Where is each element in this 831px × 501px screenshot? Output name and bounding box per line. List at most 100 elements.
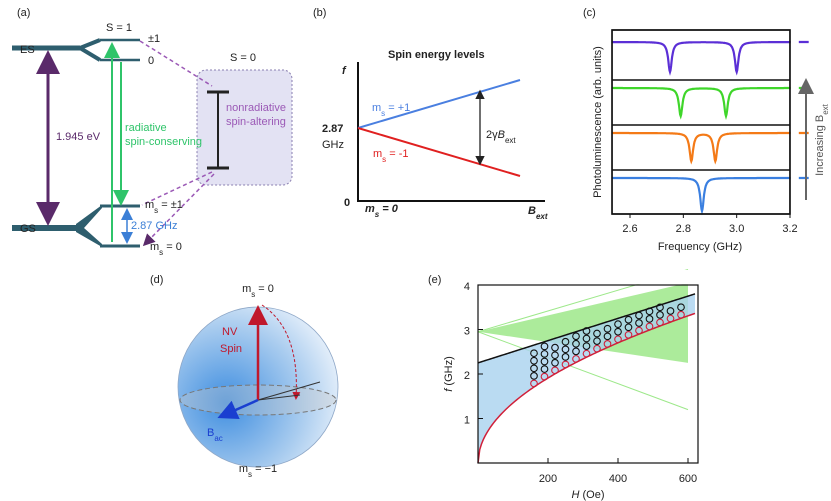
x-axis-label: Frequency (GHz) — [658, 241, 742, 253]
measured-point — [624, 331, 633, 339]
text-part: m — [373, 148, 382, 160]
measured-point — [635, 311, 643, 320]
y-axis-label: Photoluminescence (arb. units) — [592, 46, 604, 198]
field-vector — [217, 398, 259, 420]
y-tick-label: 3 — [464, 326, 470, 338]
text-part: = ±1 — [158, 199, 183, 211]
measured-point — [530, 349, 538, 358]
measured-point — [593, 344, 601, 353]
field-label: Bac — [207, 427, 223, 443]
increase-label: Increasing Bext — [814, 103, 830, 176]
singlet-box — [196, 69, 293, 186]
nonrad-label: spin-altering — [226, 116, 286, 128]
measured-point — [582, 327, 591, 335]
text-part: s — [375, 210, 380, 219]
text-part: GS — [20, 223, 36, 235]
text-part: 1 — [464, 415, 470, 427]
measured-point — [530, 372, 538, 380]
band-edge — [477, 331, 689, 411]
text-part: 3.0 — [729, 223, 744, 235]
edge-mask — [603, 28, 612, 218]
split-label: 2γBext — [486, 129, 516, 145]
text-part: = 0 — [163, 241, 182, 253]
gap-label: 2.87 GHz — [131, 220, 177, 232]
origin-label: 0 — [344, 197, 350, 209]
edge-mask — [790, 28, 799, 218]
measured-point — [582, 349, 591, 358]
measured-point — [666, 307, 675, 315]
text-part: B — [528, 205, 536, 217]
text-part: Increasing B — [814, 115, 826, 176]
spin-label: Spin — [220, 343, 242, 355]
plot-frame — [611, 29, 791, 215]
text-part: s — [382, 155, 386, 164]
text-part: 2.8 — [676, 223, 691, 235]
text-part: 1.945 eV — [56, 131, 101, 143]
text-part: ac — [214, 434, 222, 443]
plot-frame — [611, 29, 791, 215]
text-part: m — [150, 241, 159, 253]
origin-level: ms = 0 — [365, 203, 399, 219]
text-part: s — [251, 290, 255, 299]
measured-point — [677, 310, 685, 319]
text-part: 600 — [679, 473, 697, 485]
x-tick-label: 2.6 — [622, 223, 637, 235]
nonrad-path — [139, 40, 213, 87]
text-part: Spin — [220, 343, 242, 355]
text-part: = −1 — [252, 463, 277, 475]
text-part: ±1 — [148, 33, 160, 45]
radiative-label: radiative — [125, 122, 167, 134]
pole-label: ms = −1 — [239, 463, 277, 479]
measured-point — [561, 337, 570, 346]
text-part: spin-conserving — [125, 136, 202, 148]
measured-point — [603, 340, 612, 348]
measured-point — [645, 307, 654, 316]
level-label: ±1 — [148, 33, 160, 45]
measured-point — [603, 324, 612, 333]
zero-field-label: 2.87 — [322, 123, 343, 135]
axis-line — [257, 381, 321, 401]
pole-label: ms = 0 — [242, 283, 274, 299]
spectrum — [611, 86, 809, 120]
measured-point — [677, 303, 685, 312]
text-part: (a) — [17, 7, 30, 19]
text-part: NV — [222, 326, 238, 338]
measured-point — [540, 372, 549, 381]
measured-point — [530, 364, 538, 373]
text-part: H — [571, 489, 579, 501]
y-tick-label: 2 — [464, 370, 470, 382]
text-part: m — [145, 199, 154, 211]
level-label: ms = ±1 — [145, 199, 183, 215]
text-part: ES — [20, 44, 35, 56]
level-minus — [357, 127, 521, 177]
x-axis-label: H (Oe) — [571, 489, 604, 501]
band-region — [478, 282, 688, 363]
text-part: B — [207, 427, 214, 439]
measured-point — [614, 327, 622, 336]
text-part: Photoluminescence (arb. units) — [592, 46, 604, 198]
measured-point — [603, 332, 612, 341]
text-part: 2.87 GHz — [131, 220, 177, 232]
text-part: s — [154, 206, 158, 215]
text-part: (GHz) — [443, 356, 455, 388]
text-part: radiative — [125, 122, 167, 134]
text-part: 400 — [609, 473, 627, 485]
text-part: B — [498, 129, 505, 141]
precession-arc — [261, 304, 301, 400]
level-label: ms = +1 — [372, 102, 410, 118]
text-part: (e) — [428, 274, 441, 286]
measured-point — [666, 314, 675, 323]
panel-label: (d) — [150, 274, 163, 286]
panel-label: (e) — [428, 274, 441, 286]
text-part: GHz — [322, 139, 344, 151]
measured-point — [624, 323, 633, 332]
text-part: 0 — [148, 55, 154, 67]
measured-point — [656, 303, 664, 312]
level-plus — [357, 79, 521, 129]
radiative-label: spin-conserving — [125, 136, 202, 148]
measured-point — [645, 315, 654, 323]
measured-point — [624, 315, 633, 324]
singlet-label: S = 0 — [230, 52, 256, 64]
axis-line — [257, 394, 301, 401]
level-label: 0 — [148, 55, 154, 67]
